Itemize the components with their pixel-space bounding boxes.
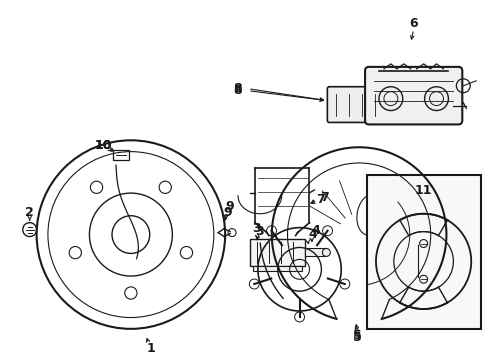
Bar: [249, 239, 304, 266]
Bar: [113, 150, 129, 160]
Text: 2: 2: [25, 206, 34, 219]
Text: 4: 4: [307, 228, 316, 241]
Text: 4: 4: [310, 224, 319, 237]
Text: 9: 9: [224, 206, 232, 219]
Text: 7: 7: [315, 193, 324, 206]
Bar: [304, 248, 325, 256]
Bar: [366, 175, 480, 329]
Text: 11: 11: [414, 184, 431, 197]
Text: 8: 8: [233, 82, 242, 95]
Circle shape: [322, 248, 330, 256]
Text: 10: 10: [94, 139, 112, 152]
Text: 3: 3: [252, 222, 261, 235]
Text: 3: 3: [255, 225, 264, 238]
Text: 5: 5: [352, 331, 361, 344]
FancyBboxPatch shape: [326, 87, 388, 122]
Bar: [383, 99, 391, 111]
Text: 5: 5: [352, 329, 361, 342]
FancyBboxPatch shape: [365, 67, 461, 125]
Text: 1: 1: [146, 342, 155, 355]
Text: 7: 7: [319, 192, 328, 204]
Text: 8: 8: [233, 84, 242, 97]
Text: 10: 10: [94, 139, 112, 152]
Text: 9: 9: [225, 200, 234, 213]
Bar: [252, 266, 301, 271]
Text: 6: 6: [408, 17, 417, 30]
